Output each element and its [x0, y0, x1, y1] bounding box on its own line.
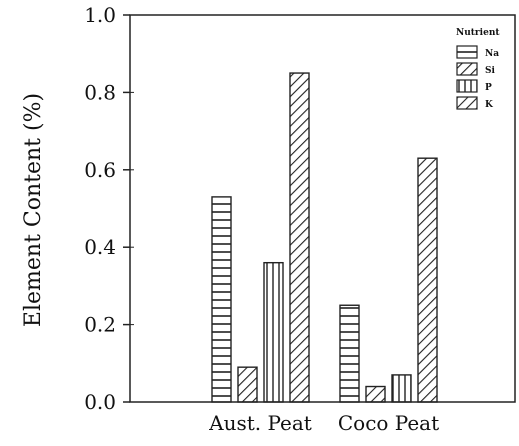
y-tick-label: 0.6	[84, 158, 116, 182]
y-tick-label: 0.2	[84, 313, 116, 337]
legend-label-na: Na	[485, 49, 499, 59]
legend-swatch-si	[456, 62, 478, 76]
bar-k-aust-peat	[289, 72, 310, 403]
category-labels: Aust. Peat Coco Peat	[208, 411, 439, 435]
bar-si-aust-peat	[237, 366, 258, 403]
plot-frame	[129, 14, 516, 403]
category-label: Coco Peat	[338, 411, 439, 435]
legend-items: Na Si PK	[456, 45, 499, 110]
y-tick-label: 0.4	[84, 235, 116, 259]
legend-swatch-k	[456, 96, 478, 110]
bar-p-aust-peat	[263, 261, 284, 403]
legend-label-p: P	[485, 83, 492, 93]
bar-group	[211, 72, 438, 403]
bar-si-coco-peat	[365, 385, 386, 403]
legend-label-k: K	[485, 100, 494, 110]
y-tick-label: 0.8	[84, 80, 116, 104]
category-label: Aust. Peat	[208, 411, 312, 435]
y-tick-label: 0.0	[84, 390, 116, 414]
legend-label-si: Si	[485, 66, 495, 76]
legend-swatch-na	[456, 45, 478, 59]
legend: Nutrient Na Si PK	[456, 28, 500, 110]
legend-swatch-p	[456, 79, 478, 93]
y-axis-title: Element Content (%)	[21, 93, 46, 327]
y-tick-label: 1.0	[84, 3, 116, 27]
y-axis-ticks: 0.0 0.2 0.4 0.6 0.8 1.0	[84, 3, 134, 414]
bar-p-coco-peat	[391, 374, 412, 403]
bar-k-coco-peat	[417, 157, 438, 403]
legend-title: Nutrient	[456, 28, 500, 38]
bar-na-coco-peat	[339, 304, 360, 403]
bar-na-aust-peat	[211, 196, 232, 403]
